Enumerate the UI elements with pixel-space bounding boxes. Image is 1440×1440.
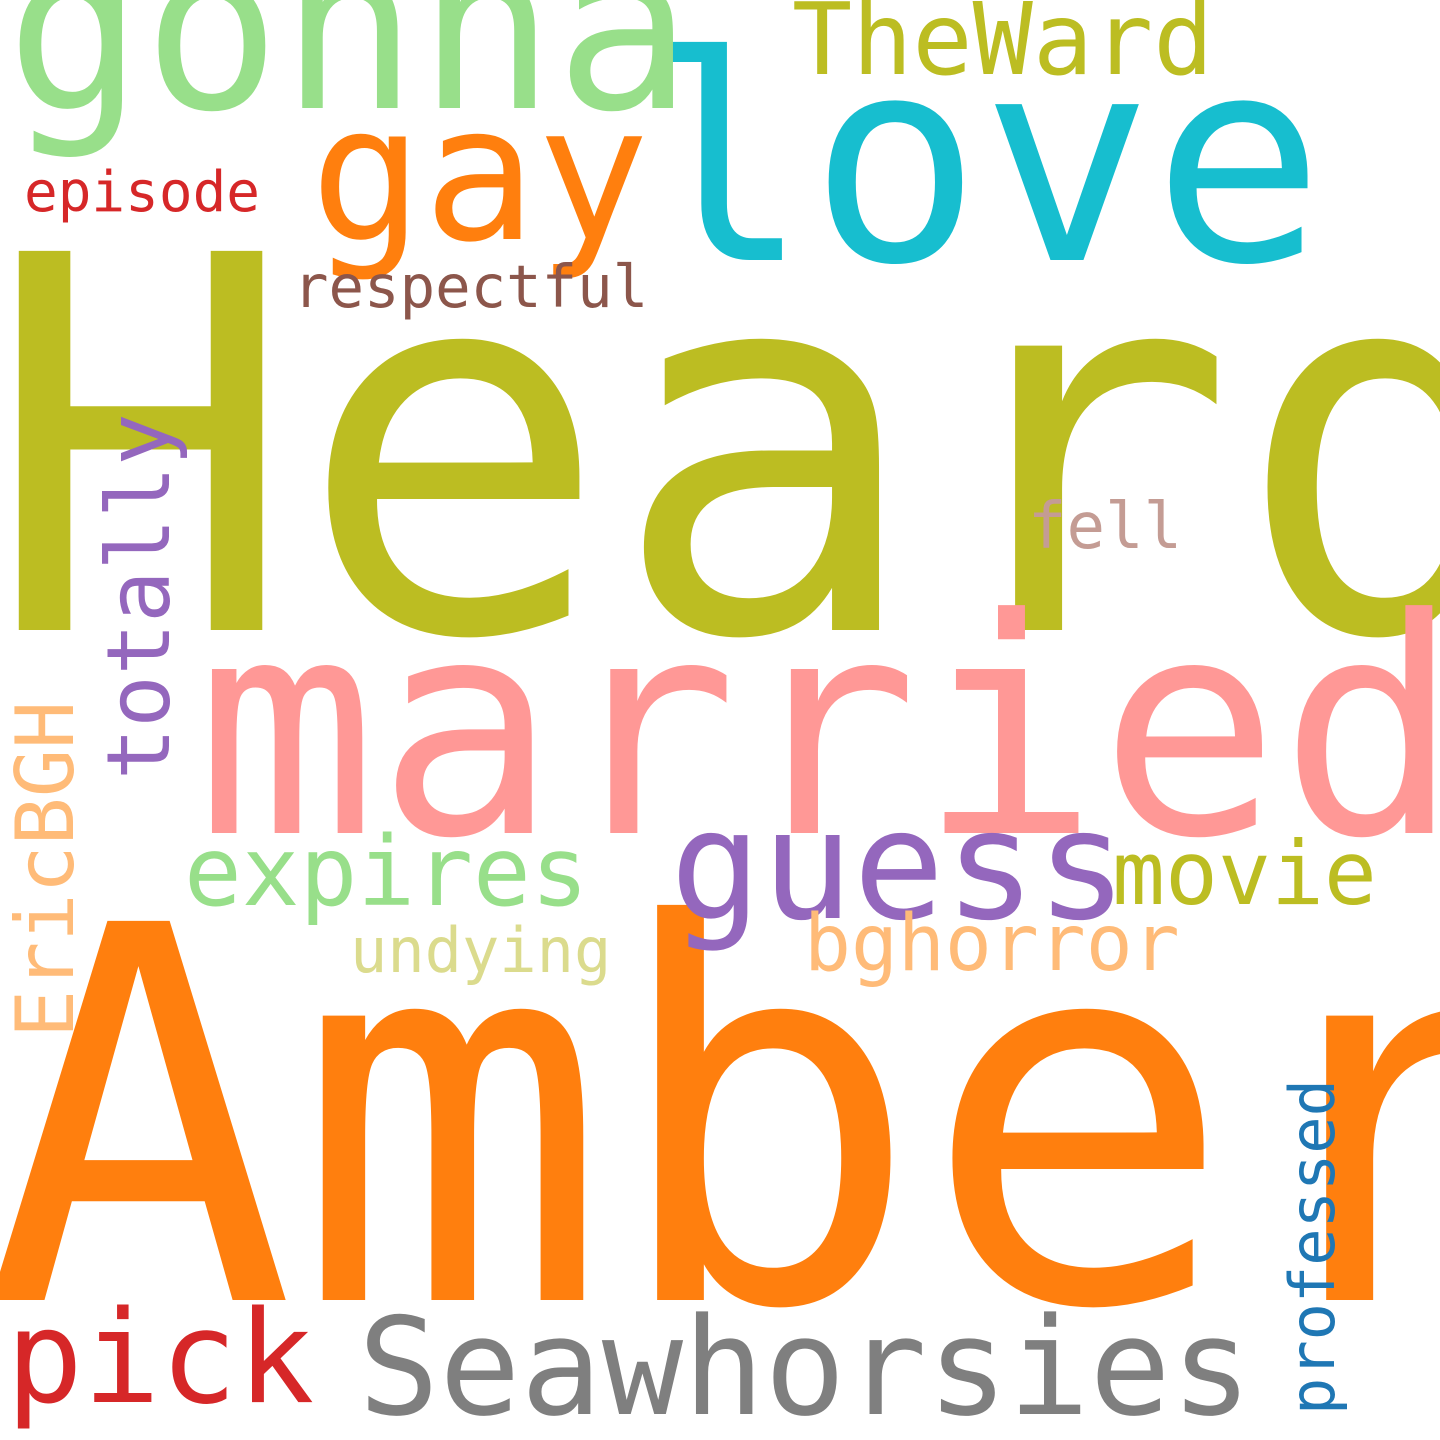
word-expires: expires xyxy=(184,816,589,928)
word-ericbgh: EricBGH xyxy=(0,700,92,1038)
word-guess: guess xyxy=(670,777,1128,954)
word-totally: totally xyxy=(88,413,190,780)
word-undying: undying xyxy=(350,914,612,987)
word-amber: Amber xyxy=(0,817,1440,1423)
word-gay: gay xyxy=(310,65,650,284)
word-love: love xyxy=(638,0,1325,328)
word-professed: professed xyxy=(1276,1079,1349,1415)
word-gonna: gonna xyxy=(6,0,693,162)
word-episode: episode xyxy=(24,160,261,225)
word-fell: fell xyxy=(1028,490,1183,564)
word-married: married xyxy=(196,555,1440,904)
word-pick: pick xyxy=(6,1284,315,1433)
word-bghorror: bghorror xyxy=(804,899,1180,989)
word-seawhorsies: Seawhorsies xyxy=(358,1289,1253,1440)
word-theward: TheWard xyxy=(792,0,1214,98)
word-heard: Heard xyxy=(0,147,1440,753)
word-movie: movie xyxy=(1112,822,1377,925)
word-respectful: respectful xyxy=(293,252,649,321)
